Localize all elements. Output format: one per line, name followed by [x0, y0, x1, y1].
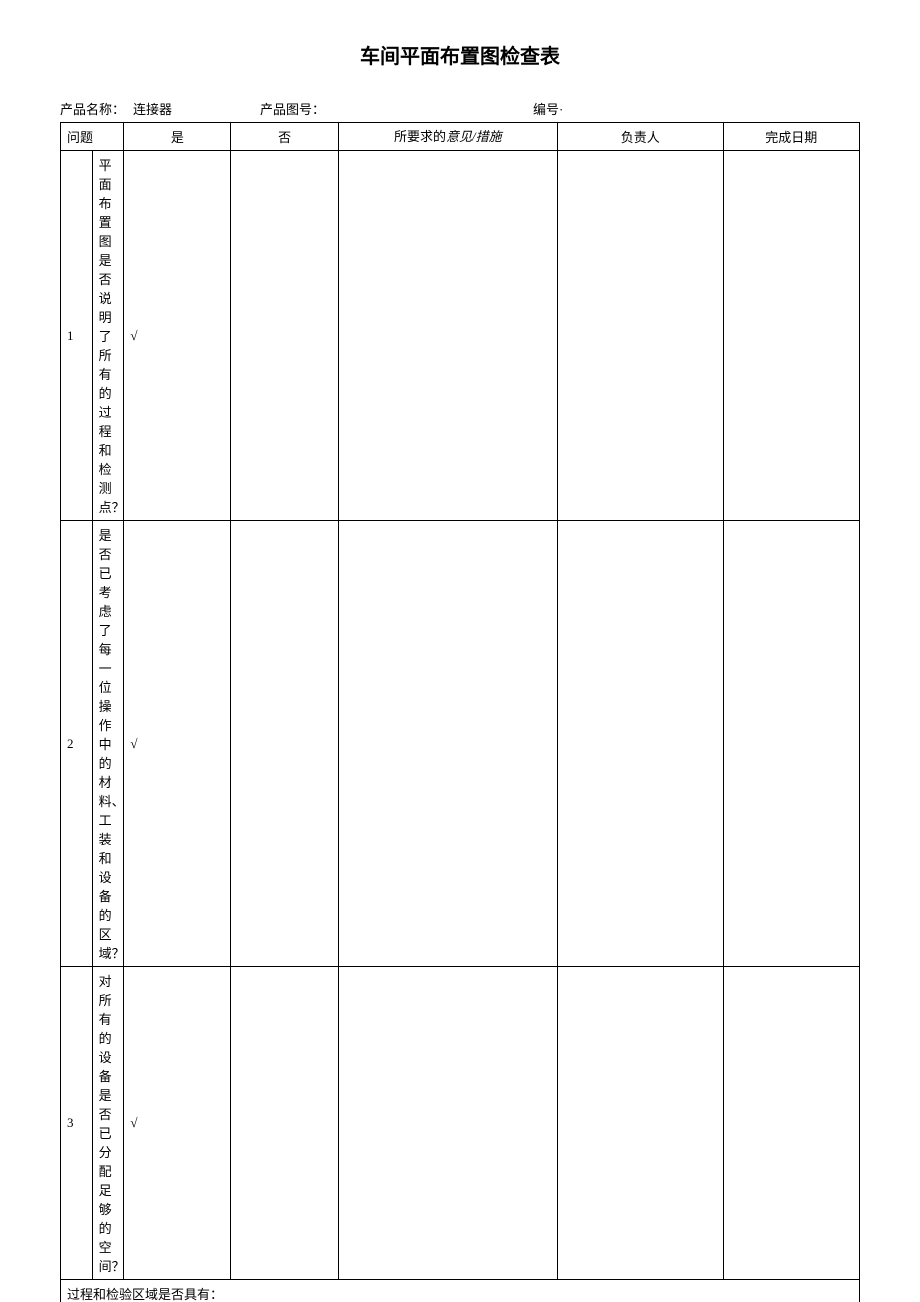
row-person [557, 521, 723, 967]
row-no [231, 967, 338, 1280]
row-no [231, 151, 338, 521]
row-opinion [338, 521, 557, 967]
row-date [723, 967, 859, 1280]
row-opinion [338, 967, 557, 1280]
checklist-table: 问题 是 否 所要求的意见/措施 负责人 完成日期 1 平面布置图是否说明了所有… [60, 122, 860, 1302]
row-person [557, 967, 723, 1280]
row-num: 3 [61, 967, 93, 1280]
col-opinion-header: 所要求的意见/措施 [338, 123, 557, 151]
row-question: 对所有的设备是否已分配足够的空间？ [92, 967, 124, 1280]
row-opinion [338, 151, 557, 521]
product-name-label: 产品名称： [60, 99, 125, 118]
col-no-header: 否 [231, 123, 338, 151]
table-row: 2 是否已考虑了每一位操作中的材料、工装和设备的区域？ √ [61, 521, 860, 967]
row-person [557, 151, 723, 521]
row-num: 1 [61, 151, 93, 521]
row-yes: √ [124, 521, 231, 967]
col-question-header: 问题 [61, 123, 124, 151]
col-date-header: 完成日期 [723, 123, 859, 151]
table-header-row: 问题 是 否 所要求的意见/措施 负责人 完成日期 [61, 123, 860, 151]
row-yes: √ [124, 151, 231, 521]
table-row: 3 对所有的设备是否已分配足够的空间？ √ [61, 967, 860, 1280]
product-name-value: 连接器 [133, 99, 172, 118]
table-row: 1 平面布置图是否说明了所有的过程和检测点？ √ [61, 151, 860, 521]
row-date [723, 521, 859, 967]
col-yes-header: 是 [124, 123, 231, 151]
row-question: 是否已考虑了每一位操作中的材料、工装和设备的区域？ [92, 521, 124, 967]
header-info: 产品名称： 连接器 产品图号： 编号· [60, 99, 860, 118]
row-yes: √ [124, 967, 231, 1280]
row-no [231, 521, 338, 967]
row-question: 平面布置图是否说明了所有的过程和检测点？ [92, 151, 124, 521]
col-person-header: 负责人 [557, 123, 723, 151]
row-num: 2 [61, 521, 93, 967]
row-date [723, 151, 859, 521]
section-text: 过程和检验区域是否具有： [61, 1280, 860, 1302]
product-drawing-label: 产品图号： [260, 99, 325, 118]
page-title: 车间平面布置图检查表 [60, 40, 860, 69]
section-row: 过程和检验区域是否具有： [61, 1280, 860, 1302]
serial-label: 编号· [533, 99, 563, 118]
